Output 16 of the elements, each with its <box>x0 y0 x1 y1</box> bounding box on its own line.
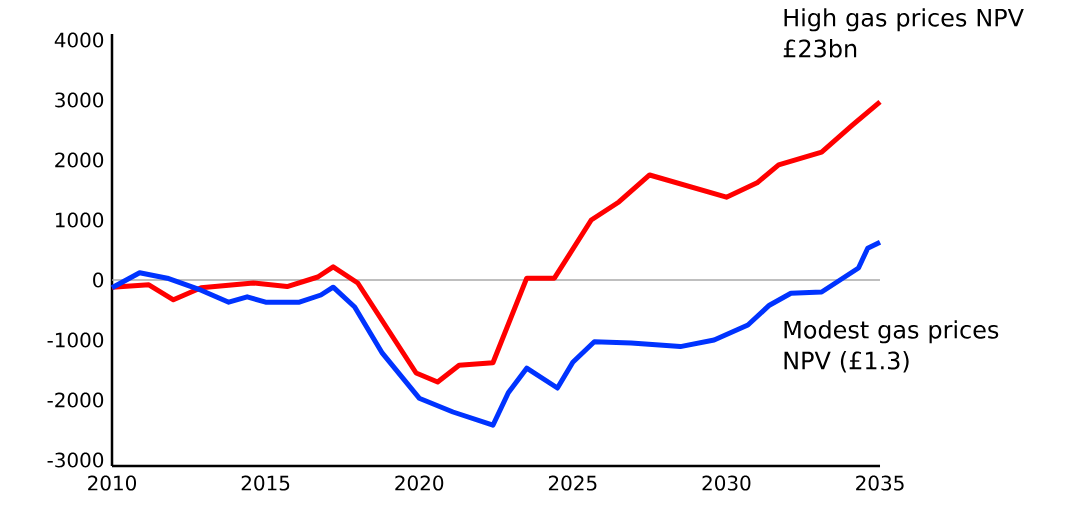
y-tick-label: -1000 <box>47 332 104 348</box>
y-tick-label: 3000 <box>55 92 104 108</box>
annotation: High gas prices NPV £23bn <box>783 8 1024 58</box>
x-tick-label: 2020 <box>395 475 444 491</box>
x-tick-label: 2010 <box>88 475 137 491</box>
y-tick-label: -2000 <box>47 392 104 408</box>
x-tick-label: 2025 <box>548 475 597 491</box>
x-tick-label: 2015 <box>241 475 290 491</box>
y-tick-label: 0 <box>93 272 104 288</box>
y-tick-label: 2000 <box>55 152 104 168</box>
annotation: Modest gas prices NPV (£1.3) <box>784 320 999 373</box>
x-tick-label: 2035 <box>856 475 904 491</box>
y-tick-label: 4000 <box>54 32 104 48</box>
y-tick-label: -3000 <box>47 452 104 468</box>
y-tick-label: 1000 <box>55 212 104 228</box>
x-tick-label: 2030 <box>702 475 751 491</box>
